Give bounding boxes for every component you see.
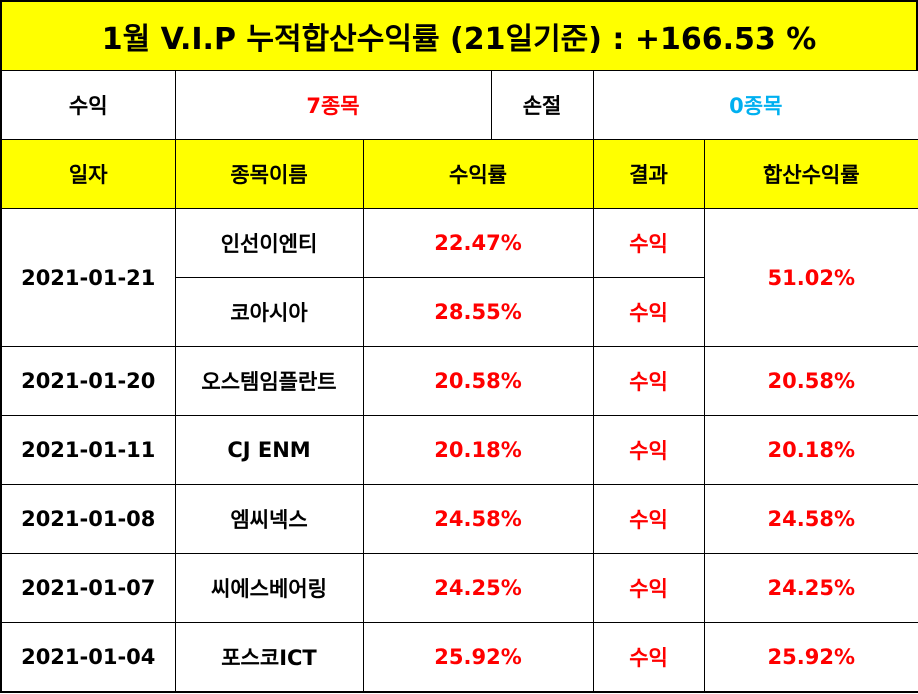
row-return: 28.55%	[362, 277, 594, 347]
row-stock: 포스코ICT	[174, 622, 364, 693]
row-result: 수익	[592, 622, 705, 693]
row-return: 25.92%	[362, 622, 594, 693]
row-stock: 엠씨넥스	[174, 484, 364, 554]
row-stock: CJ ENM	[174, 415, 364, 485]
row-result: 수익	[592, 484, 705, 554]
row-result: 수익	[592, 277, 705, 347]
table-row: 2021-01-08 엠씨넥스 24.58% 수익 24.58%	[0, 484, 918, 554]
loss-count-label: 손절	[490, 70, 594, 140]
header-result: 결과	[592, 139, 705, 209]
row-return: 24.58%	[362, 484, 594, 554]
row-total: 51.02%	[703, 208, 918, 347]
header-date: 일자	[0, 139, 176, 209]
profit-count-label: 수익	[0, 70, 176, 140]
row-return: 20.58%	[362, 346, 594, 416]
row-stock: 오스템임플란트	[174, 346, 364, 416]
table-row: 2021-01-21 인선이엔티 22.47% 수익 51.02%	[0, 208, 918, 347]
row-return: 22.47%	[362, 208, 594, 278]
table-row: 2021-01-04 포스코ICT 25.92% 수익 25.92%	[0, 622, 918, 693]
row-date: 2021-01-20	[0, 346, 176, 416]
table-row: 2021-01-07 씨에스베어링 24.25% 수익 24.25%	[0, 553, 918, 623]
header-stock: 종목이름	[174, 139, 364, 209]
row-result: 수익	[592, 208, 705, 278]
table-row: 코아시아 28.55% 수익	[1, 277, 918, 347]
row-result: 수익	[592, 553, 705, 623]
row-stock: 코아시아	[174, 277, 364, 347]
header-row: 일자 종목이름 수익률 결과 합산수익률	[0, 139, 918, 209]
header-total: 합산수익률	[703, 139, 918, 209]
table-row: 2021-01-20 오스템임플란트 20.58% 수익 20.58%	[0, 346, 918, 416]
row-stock: 씨에스베어링	[174, 553, 364, 623]
row-total: 20.58%	[703, 346, 918, 416]
row-return: 24.25%	[362, 553, 594, 623]
table-row: 2021-01-11 CJ ENM 20.18% 수익 20.18%	[0, 415, 918, 485]
row-total: 20.18%	[703, 415, 918, 485]
row-total: 24.25%	[703, 553, 918, 623]
row-date: 2021-01-04	[0, 622, 176, 693]
loss-count-value: 0종목	[592, 70, 918, 140]
summary-row: 수익 7종목 손절 0종목	[0, 70, 918, 140]
returns-table: 수익 7종목 손절 0종목 일자 종목이름 수익률 결과 합산수익률 2021-…	[0, 70, 918, 693]
row-date: 2021-01-07	[0, 553, 176, 623]
row-date: 2021-01-08	[0, 484, 176, 554]
row-total: 24.58%	[703, 484, 918, 554]
row-date: 2021-01-11	[0, 415, 176, 485]
row-return: 20.18%	[362, 415, 594, 485]
row-total: 25.92%	[703, 622, 918, 693]
header-return: 수익률	[362, 139, 594, 209]
row-result: 수익	[592, 415, 705, 485]
profit-count-value: 7종목	[174, 70, 492, 140]
row-stock: 인선이엔티	[174, 208, 364, 278]
row-result: 수익	[592, 346, 705, 416]
sheet-title: 1월 V.I.P 누적합산수익률 (21일기준) : +166.53 %	[0, 0, 918, 71]
row-date: 2021-01-21	[0, 208, 176, 347]
